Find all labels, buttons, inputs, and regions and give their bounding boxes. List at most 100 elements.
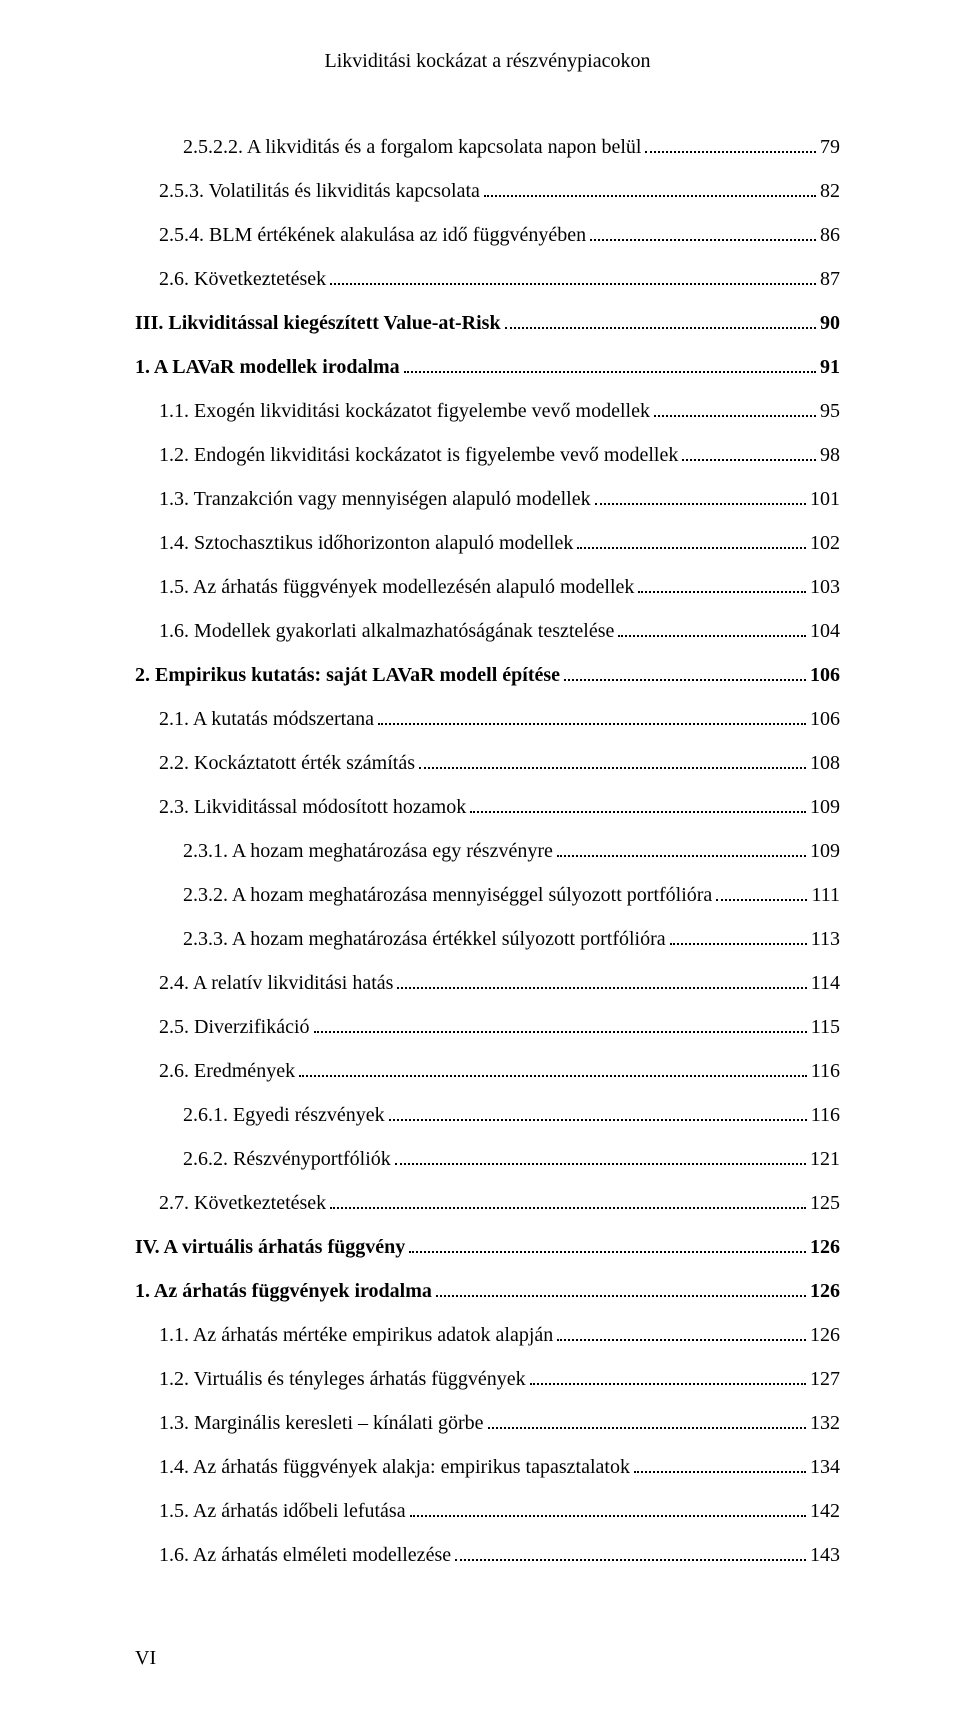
toc-entry: IV. A virtuális árhatás függvény126 [135, 1233, 840, 1259]
toc-entry-page: 90 [820, 312, 840, 335]
toc-leader-dots [404, 353, 816, 373]
toc-entry-page: 113 [811, 928, 840, 951]
toc-entry: 1.1. Exogén likviditási kockázatot figye… [159, 397, 840, 423]
toc-entry: III. Likviditással kiegészített Value-at… [135, 309, 840, 335]
toc-entry: 2.5.2.2. A likviditás és a forgalom kapc… [183, 133, 840, 159]
toc-entry-page: 143 [810, 1544, 840, 1567]
toc-entry-label: 1. Az árhatás függvények irodalma [135, 1280, 432, 1303]
toc-entry-label: 1. A LAVaR modellek irodalma [135, 356, 400, 379]
toc-entry: 2.6. Eredmények116 [159, 1057, 840, 1083]
toc-entry: 1.5. Az árhatás függvények modellezésén … [159, 573, 840, 599]
toc-entry-page: 109 [810, 840, 840, 863]
toc-entry-page: 102 [810, 532, 840, 555]
toc-leader-dots [618, 617, 806, 637]
table-of-contents: 2.5.2.2. A likviditás és a forgalom kapc… [135, 133, 840, 1567]
toc-entry-page: 127 [810, 1368, 840, 1391]
toc-leader-dots [410, 1497, 806, 1517]
page-number: VI [135, 1647, 156, 1670]
toc-entry-label: 2.4. A relatív likviditási hatás [159, 972, 393, 995]
toc-entry-page: 114 [811, 972, 840, 995]
toc-entry-label: 2.5.3. Volatilitás és likviditás kapcsol… [159, 180, 480, 203]
toc-entry-page: 86 [820, 224, 840, 247]
toc-entry-label: 2.5. Diverzifikáció [159, 1016, 310, 1039]
toc-entry-page: 142 [810, 1500, 840, 1523]
toc-entry-label: 2.3. Likviditással módosított hozamok [159, 796, 466, 819]
toc-leader-dots [409, 1233, 806, 1253]
toc-entry: 1.6. Az árhatás elméleti modellezése 143 [159, 1541, 840, 1567]
toc-entry-label: 1.3. Tranzakción vagy mennyiségen alapul… [159, 488, 591, 511]
toc-leader-dots [470, 793, 806, 813]
toc-entry-page: 106 [810, 708, 840, 731]
toc-entry-label: 2.5.4. BLM értékének alakulása az idő fü… [159, 224, 586, 247]
toc-entry: 2.6.2. Részvényportfóliók121 [183, 1145, 840, 1171]
toc-entry-page: 134 [810, 1456, 840, 1479]
toc-entry-label: 1.1. Exogén likviditási kockázatot figye… [159, 400, 650, 423]
toc-entry: 1.4. Sztochasztikus időhorizonton alapul… [159, 529, 840, 555]
toc-entry-page: 121 [810, 1148, 840, 1171]
toc-leader-dots [634, 1453, 806, 1473]
toc-entry: 1. Az árhatás függvények irodalma 126 [135, 1277, 840, 1303]
toc-entry-page: 116 [811, 1060, 840, 1083]
toc-entry-label: 1.5. Az árhatás időbeli lefutása [159, 1500, 406, 1523]
toc-entry-page: 116 [811, 1104, 840, 1127]
toc-leader-dots [505, 309, 816, 329]
toc-entry-page: 108 [810, 752, 840, 775]
running-head: Likviditási kockázat a részvénypiacokon [135, 50, 840, 73]
toc-entry-page: 91 [820, 356, 840, 379]
toc-entry: 2.6.1. Egyedi részvények 116 [183, 1101, 840, 1127]
toc-entry: 2.6. Következtetések87 [159, 265, 840, 291]
toc-leader-dots [530, 1365, 806, 1385]
toc-entry-page: 82 [820, 180, 840, 203]
toc-entry-label: 1.4. Sztochasztikus időhorizonton alapul… [159, 532, 573, 555]
toc-entry-label: IV. A virtuális árhatás függvény [135, 1236, 405, 1259]
toc-leader-dots [484, 177, 816, 197]
toc-entry: 2.5.3. Volatilitás és likviditás kapcsol… [159, 177, 840, 203]
toc-entry: 1.5. Az árhatás időbeli lefutása 142 [159, 1497, 840, 1523]
toc-leader-dots [436, 1277, 806, 1297]
toc-leader-dots [654, 397, 816, 417]
toc-entry-page: 132 [810, 1412, 840, 1435]
toc-leader-dots [378, 705, 806, 725]
toc-entry: 2.3.1. A hozam meghatározása egy részvén… [183, 837, 840, 863]
toc-entry: 2.3.2. A hozam meghatározása mennyiségge… [183, 881, 840, 907]
toc-leader-dots [564, 661, 806, 681]
toc-entry-label: 1.3. Marginális keresleti – kínálati gör… [159, 1412, 484, 1435]
toc-entry: 1. A LAVaR modellek irodalma 91 [135, 353, 840, 379]
toc-entry: 1.1. Az árhatás mértéke empirikus adatok… [159, 1321, 840, 1347]
toc-leader-dots [557, 1321, 806, 1341]
toc-entry: 1.3. Tranzakción vagy mennyiségen alapul… [159, 485, 840, 511]
toc-entry-label: 1.6. Az árhatás elméleti modellezése [159, 1544, 451, 1567]
toc-entry-label: 1.5. Az árhatás függvények modellezésén … [159, 576, 634, 599]
toc-entry-page: 79 [820, 136, 840, 159]
toc-entry: 2.7. Következtetések125 [159, 1189, 840, 1215]
toc-leader-dots [557, 837, 806, 857]
toc-leader-dots [455, 1541, 806, 1561]
toc-leader-dots [577, 529, 806, 549]
toc-entry-page: 126 [810, 1280, 840, 1303]
toc-leader-dots [395, 1145, 806, 1165]
toc-entry-label: 2.6. Következtetések [159, 268, 326, 291]
toc-entry: 2. Empirikus kutatás: saját LAVaR modell… [135, 661, 840, 687]
toc-entry-page: 95 [820, 400, 840, 423]
toc-entry-page: 126 [810, 1324, 840, 1347]
toc-leader-dots [397, 969, 806, 989]
toc-entry-page: 103 [810, 576, 840, 599]
toc-leader-dots [419, 749, 806, 769]
toc-leader-dots [488, 1409, 806, 1429]
toc-entry-label: 2.5.2.2. A likviditás és a forgalom kapc… [183, 136, 641, 159]
toc-entry-label: III. Likviditással kiegészített Value-at… [135, 312, 501, 335]
toc-entry: 2.3.3. A hozam meghatározása értékkel sú… [183, 925, 840, 951]
toc-entry-label: 2.7. Következtetések [159, 1192, 326, 1215]
toc-entry-label: 2.6.1. Egyedi részvények [183, 1104, 385, 1127]
toc-leader-dots [645, 133, 816, 153]
toc-entry-page: 109 [810, 796, 840, 819]
toc-entry-page: 106 [810, 664, 840, 687]
toc-entry: 2.4. A relatív likviditási hatás 114 [159, 969, 840, 995]
toc-entry-label: 1.6. Modellek gyakorlati alkalmazhatóság… [159, 620, 614, 643]
toc-entry-label: 2.1. A kutatás módszertana [159, 708, 374, 731]
toc-leader-dots [314, 1013, 807, 1033]
toc-entry: 1.3. Marginális keresleti – kínálati gör… [159, 1409, 840, 1435]
toc-leader-dots [389, 1101, 807, 1121]
toc-entry: 2.3. Likviditással módosított hozamok 109 [159, 793, 840, 819]
toc-entry-page: 101 [810, 488, 840, 511]
